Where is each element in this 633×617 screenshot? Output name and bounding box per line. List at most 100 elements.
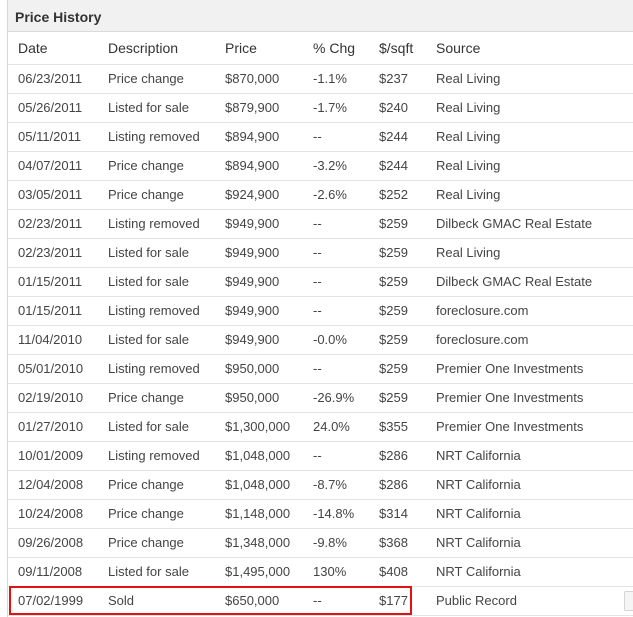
- cell-change: -2.6%: [303, 180, 369, 210]
- cell-date: 12/04/2008: [8, 470, 98, 500]
- cell-change: -1.1%: [303, 64, 369, 94]
- cell-date: 03/05/2011: [8, 180, 98, 210]
- cell-source: foreclosure.com: [426, 325, 633, 355]
- cell-change: --: [303, 122, 369, 152]
- cell-change: --: [303, 267, 369, 297]
- table-row: 10/01/2009 Listing removed $1,048,000 -- $28…: [8, 441, 633, 471]
- cell-price: $879,900: [215, 93, 303, 123]
- cell-date: 07/02/1999: [8, 586, 98, 616]
- cell-per-sqft: $314: [369, 499, 426, 529]
- cell-price: $1,348,000: [215, 528, 303, 558]
- table-row: 04/07/2011 Price change $894,900 -3.2% $244 R…: [8, 151, 633, 181]
- cell-per-sqft: $408: [369, 557, 426, 587]
- cell-per-sqft: $259: [369, 354, 426, 384]
- cell-price: $950,000: [215, 383, 303, 413]
- cell-change: -3.2%: [303, 151, 369, 181]
- cell-description: Listed for sale: [98, 557, 215, 587]
- cell-price: $650,000: [215, 586, 303, 616]
- cell-per-sqft: $259: [369, 325, 426, 355]
- cell-description: Price change: [98, 499, 215, 529]
- cell-price: $949,900: [215, 238, 303, 268]
- cell-description: Listed for sale: [98, 267, 215, 297]
- cell-change: --: [303, 209, 369, 239]
- cell-source: NRT California: [426, 557, 633, 587]
- cell-date: 02/23/2011: [8, 238, 98, 268]
- panel-header: Price History: [8, 0, 633, 32]
- cell-price: $950,000: [215, 354, 303, 384]
- cell-price: $894,900: [215, 122, 303, 152]
- cell-date: 05/11/2011: [8, 122, 98, 152]
- cell-per-sqft: $177: [369, 586, 426, 616]
- cell-price: $949,900: [215, 296, 303, 326]
- cell-date: 06/23/2011: [8, 64, 98, 94]
- cell-description: Listed for sale: [98, 325, 215, 355]
- cell-per-sqft: $237: [369, 64, 426, 94]
- cell-per-sqft: $244: [369, 122, 426, 152]
- cell-change: 130%: [303, 557, 369, 587]
- cell-description: Listed for sale: [98, 93, 215, 123]
- cell-source: Dilbeck GMAC Real Estate: [426, 209, 633, 239]
- cell-description: Price change: [98, 180, 215, 210]
- scroll-handle[interactable]: [624, 591, 633, 611]
- cell-description: Sold: [98, 586, 215, 616]
- cell-change: --: [303, 586, 369, 616]
- cell-description: Price change: [98, 528, 215, 558]
- table-row: 01/27/2010 Listed for sale $1,300,000 24.0%…: [8, 412, 633, 442]
- cell-price: $1,148,000: [215, 499, 303, 529]
- table-row: 02/19/2010 Price change $950,000 -26.9% $259…: [8, 383, 633, 413]
- cell-per-sqft: $259: [369, 267, 426, 297]
- cell-date: 10/24/2008: [8, 499, 98, 529]
- cell-date: 05/26/2011: [8, 93, 98, 123]
- cell-change: --: [303, 238, 369, 268]
- cell-date: 02/19/2010: [8, 383, 98, 413]
- cell-date: 11/04/2010: [8, 325, 98, 355]
- cell-price: $1,048,000: [215, 470, 303, 500]
- cell-description: Listing removed: [98, 354, 215, 384]
- table-row: 02/23/2011 Listing removed $949,900 -- $259 D…: [8, 209, 633, 239]
- column-header-price: Price: [215, 32, 303, 65]
- table-row: 06/23/2011 Price change $870,000 -1.1% $237 R…: [8, 64, 633, 94]
- cell-description: Listing removed: [98, 209, 215, 239]
- cell-source: Real Living: [426, 180, 633, 210]
- cell-change: -1.7%: [303, 93, 369, 123]
- cell-source: foreclosure.com: [426, 296, 633, 326]
- cell-description: Listing removed: [98, 441, 215, 471]
- cell-price: $949,900: [215, 325, 303, 355]
- cell-date: 09/11/2008: [8, 557, 98, 587]
- cell-per-sqft: $286: [369, 441, 426, 471]
- cell-description: Listed for sale: [98, 412, 215, 442]
- cell-source: NRT California: [426, 499, 633, 529]
- table-row: 05/11/2011 Listing removed $894,900 -- $244 R…: [8, 122, 633, 152]
- table-row: 09/11/2008 Listed for sale $1,495,000 130% $…: [8, 557, 633, 587]
- cell-description: Listing removed: [98, 296, 215, 326]
- cell-price: $1,300,000: [215, 412, 303, 442]
- cell-date: 10/01/2009: [8, 441, 98, 471]
- table-row: 11/04/2010 Listed for sale $949,900 -0.0% $2…: [8, 325, 633, 355]
- cell-source: Real Living: [426, 122, 633, 152]
- table-row: 01/15/2011 Listing removed $949,900 -- $259 f…: [8, 296, 633, 326]
- cell-price: $949,900: [215, 209, 303, 239]
- cell-per-sqft: $252: [369, 180, 426, 210]
- cell-change: --: [303, 354, 369, 384]
- cell-per-sqft: $355: [369, 412, 426, 442]
- cell-source: Dilbeck GMAC Real Estate: [426, 267, 633, 297]
- column-header-change: % Chg: [303, 32, 369, 65]
- cell-source: Premier One Investments: [426, 354, 633, 384]
- table-row: 12/04/2008 Price change $1,048,000 -8.7% $28…: [8, 470, 633, 500]
- cell-date: 05/01/2010: [8, 354, 98, 384]
- cell-change: -0.0%: [303, 325, 369, 355]
- column-header-date: Date: [8, 32, 98, 65]
- cell-price: $1,048,000: [215, 441, 303, 471]
- cell-description: Price change: [98, 151, 215, 181]
- cell-source: Real Living: [426, 151, 633, 181]
- cell-per-sqft: $259: [369, 296, 426, 326]
- cell-change: --: [303, 441, 369, 471]
- table-row: 02/23/2011 Listed for sale $949,900 -- $259 R…: [8, 238, 633, 268]
- cell-change: 24.0%: [303, 412, 369, 442]
- cell-description: Price change: [98, 470, 215, 500]
- cell-per-sqft: $368: [369, 528, 426, 558]
- table-row: 09/26/2008 Price change $1,348,000 -9.8% $36…: [8, 528, 633, 558]
- table-header-row: Date Description Price % Chg $/sqft Sour…: [8, 32, 633, 65]
- cell-description: Price change: [98, 64, 215, 94]
- table-row-sold: 07/02/1999 Sold $650,000 -- $177 Public Recor…: [8, 586, 633, 616]
